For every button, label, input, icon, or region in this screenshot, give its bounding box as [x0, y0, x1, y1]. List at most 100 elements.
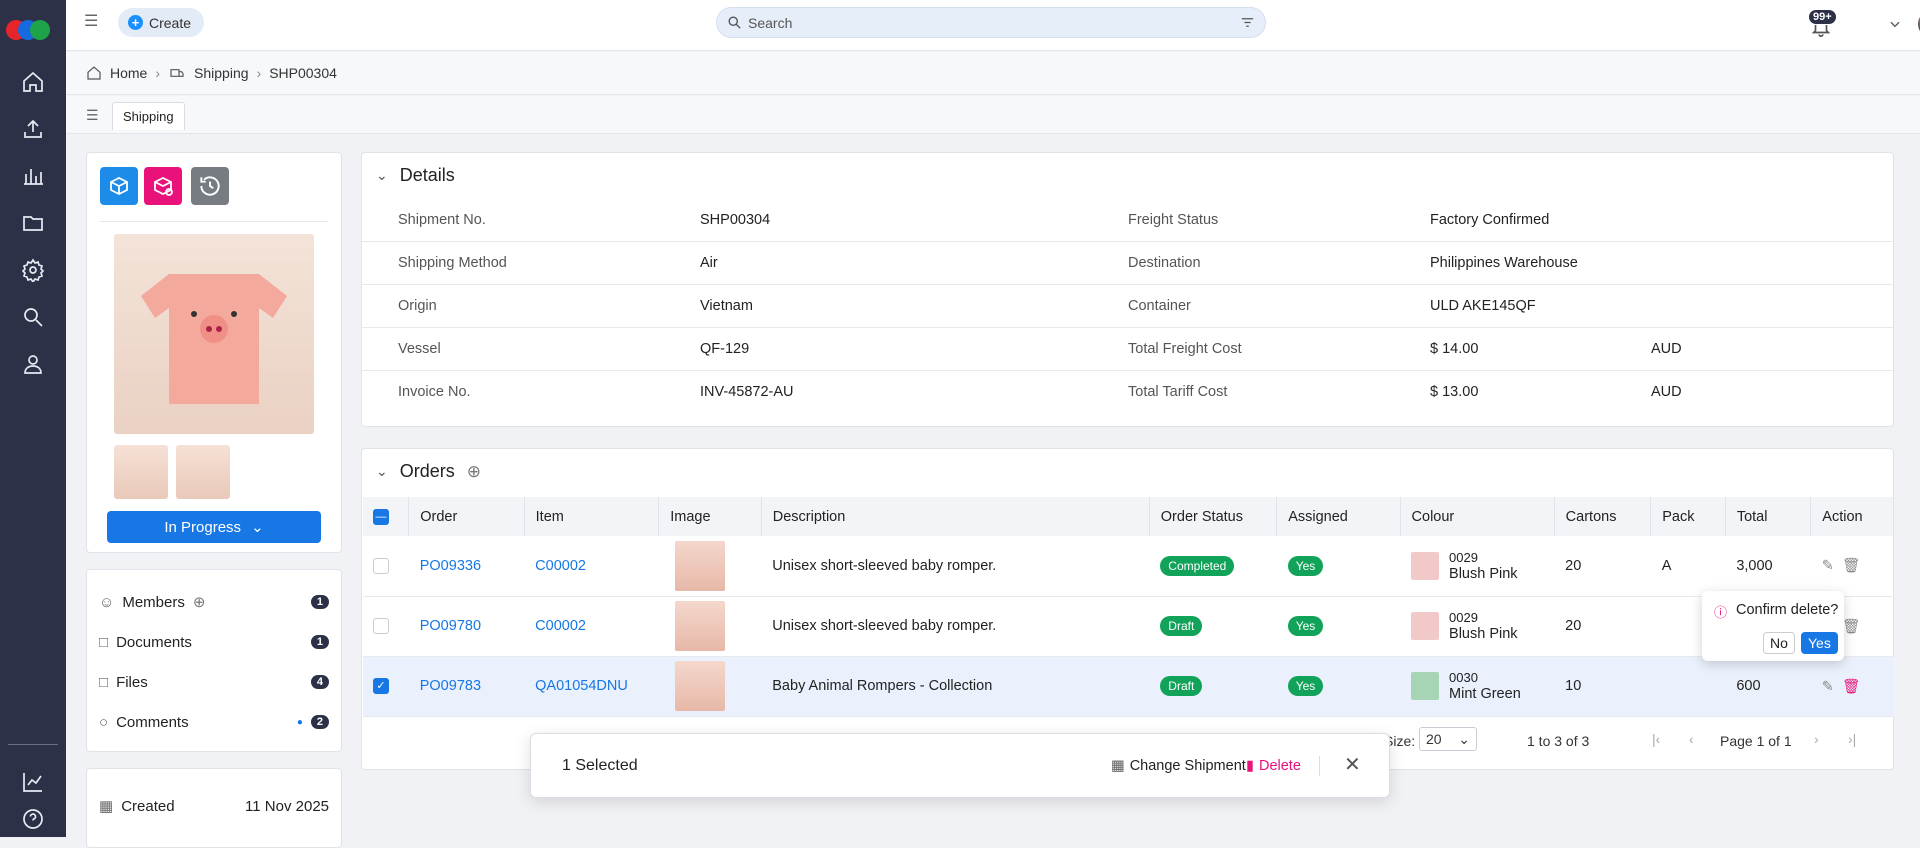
row-product-image[interactable] — [674, 661, 725, 711]
package-cancel-icon[interactable] — [144, 167, 182, 205]
field-label: Vessel — [398, 341, 441, 357]
column-header[interactable]: Order Status — [1149, 497, 1278, 536]
breadcrumb-home[interactable]: Home — [110, 65, 148, 81]
sidebar-item-files[interactable]: □ Files 4 — [99, 670, 329, 694]
search-icon[interactable] — [21, 305, 45, 329]
field-label: Total Freight Cost — [1128, 341, 1242, 357]
table-row[interactable]: ✓ PO09783 QA01054DNU Baby Animal Rompers… — [363, 656, 1894, 717]
add-order-icon[interactable]: ⊕ — [466, 461, 481, 481]
field-value: QF-129 — [700, 341, 750, 357]
row-product-image[interactable] — [674, 540, 725, 591]
order-link[interactable]: PO09336 — [419, 557, 482, 574]
assigned-cell: Yes — [1276, 656, 1401, 717]
order-link[interactable]: PO09780 — [419, 618, 482, 634]
breadcrumb-shipping[interactable]: Shipping — [194, 65, 249, 81]
row-select-cell: ✓ — [363, 656, 409, 717]
edit-icon[interactable]: ✎ — [1821, 678, 1834, 695]
assigned-cell: Yes — [1276, 536, 1401, 597]
breadcrumb: Home › Shipping › SHP00304 — [66, 52, 1920, 95]
field-label: Destination — [1128, 255, 1201, 271]
column-header[interactable]: Colour — [1400, 497, 1555, 536]
help-icon[interactable] — [21, 807, 45, 831]
page-size-select[interactable]: 20 ⌄ — [1419, 727, 1477, 751]
next-page-icon[interactable]: › — [1814, 731, 1819, 747]
confirm-no-button[interactable]: No — [1763, 632, 1795, 654]
status-label: In Progress — [164, 518, 242, 536]
order-link[interactable]: PO09783 — [419, 678, 482, 694]
row-checkbox[interactable] — [373, 618, 389, 635]
close-icon[interactable]: ✕ — [1344, 754, 1361, 776]
last-page-icon[interactable]: ›| — [1848, 731, 1857, 747]
file-icon: □ — [99, 673, 109, 691]
sidebar-item-comments[interactable]: ○ Comments ● 2 — [99, 710, 329, 734]
column-header[interactable]: Description — [761, 497, 1150, 536]
analytics-icon[interactable] — [21, 770, 45, 794]
item-link[interactable]: C00002 — [535, 557, 586, 574]
confirm-delete-popover: ⓘ Confirm delete? No Yes — [1702, 591, 1844, 661]
trash-icon[interactable]: 🗑 — [1841, 558, 1861, 575]
field-label: Total Tariff Cost — [1128, 384, 1228, 400]
row-select-cell — [363, 596, 409, 657]
column-header[interactable]: Pack — [1650, 497, 1726, 536]
create-button[interactable]: + Create — [118, 8, 204, 37]
tab-shipping[interactable]: Shipping — [112, 102, 185, 130]
upload-icon[interactable] — [21, 117, 45, 141]
delete-button[interactable]: ▮ Delete — [1246, 758, 1301, 774]
divider — [100, 221, 328, 222]
column-header[interactable]: Item — [524, 497, 660, 536]
product-image[interactable] — [114, 234, 314, 434]
settings-icon[interactable] — [21, 258, 45, 284]
avatar[interactable] — [1918, 10, 1920, 38]
row-checkbox[interactable] — [373, 557, 389, 574]
column-header[interactable]: Cartons — [1554, 497, 1652, 536]
column-header[interactable]: Total — [1725, 497, 1812, 536]
orders-header[interactable]: ⌄ Orders ⊕ — [376, 461, 481, 482]
rail-divider — [8, 744, 58, 745]
trash-icon[interactable]: 🗑 — [1841, 618, 1861, 635]
item-link[interactable]: C00002 — [535, 618, 586, 634]
edit-icon[interactable]: ✎ — [1821, 558, 1834, 575]
field-value: Vietnam — [700, 298, 753, 314]
sidebar-item-members[interactable]: ☺ Members ⊕ 1 — [99, 590, 329, 614]
table-row[interactable]: PO09336 C00002 Unisex short-sleeved baby… — [363, 536, 1894, 597]
row-product-image[interactable] — [674, 601, 725, 651]
comments-icon: ○ — [99, 713, 109, 731]
column-header[interactable]: Action — [1810, 497, 1894, 536]
details-header[interactable]: ⌄ Details — [376, 165, 455, 186]
row-checkbox[interactable]: ✓ — [373, 678, 389, 695]
trash-icon[interactable]: 🗑 — [1841, 678, 1861, 695]
first-page-icon[interactable]: |‹ — [1652, 731, 1661, 747]
tab-menu-icon[interactable]: ☰ — [86, 107, 99, 123]
add-member-icon[interactable]: ⊕ — [192, 594, 206, 611]
app-logo[interactable] — [6, 20, 60, 44]
colour-cell: 0029 Blush Pink — [1400, 536, 1555, 597]
home-icon[interactable] — [21, 70, 45, 94]
column-header[interactable]: Assigned — [1276, 497, 1401, 536]
history-icon[interactable] — [191, 167, 229, 205]
filter-icon[interactable] — [1240, 15, 1255, 30]
change-shipment-button[interactable]: ▦ Change Shipment — [1111, 758, 1246, 774]
currency-value: AUD — [1651, 341, 1682, 357]
assigned-badge: Yes — [1287, 616, 1324, 636]
search-input[interactable]: Search — [716, 7, 1266, 38]
item-link[interactable]: QA01054DNU — [535, 678, 628, 694]
user-icon[interactable] — [21, 352, 45, 376]
select-all-checkbox[interactable]: — — [373, 508, 389, 525]
confirm-yes-button[interactable]: Yes — [1801, 632, 1838, 654]
field-label: Container — [1128, 298, 1191, 314]
shipment-box-icon[interactable] — [100, 167, 138, 205]
column-header[interactable]: Order — [408, 497, 525, 536]
chevron-down-icon[interactable] — [1888, 17, 1902, 31]
prev-page-icon[interactable]: ‹ — [1689, 731, 1694, 747]
colour-code: 0029 — [1449, 610, 1478, 625]
status-dropdown[interactable]: In Progress ⌄ — [107, 511, 321, 543]
folder-icon[interactable] — [21, 211, 45, 235]
product-thumbnail[interactable] — [176, 445, 230, 499]
reports-icon[interactable] — [21, 164, 45, 188]
count-badge: 2 — [310, 715, 329, 729]
column-header[interactable]: Image — [658, 497, 762, 536]
table-row[interactable]: PO09780 C00002 Unisex short-sleeved baby… — [363, 596, 1894, 657]
menu-toggle-icon[interactable]: ☰ — [84, 13, 99, 30]
product-thumbnail[interactable] — [114, 445, 168, 499]
sidebar-item-documents[interactable]: □ Documents 1 — [99, 630, 329, 654]
